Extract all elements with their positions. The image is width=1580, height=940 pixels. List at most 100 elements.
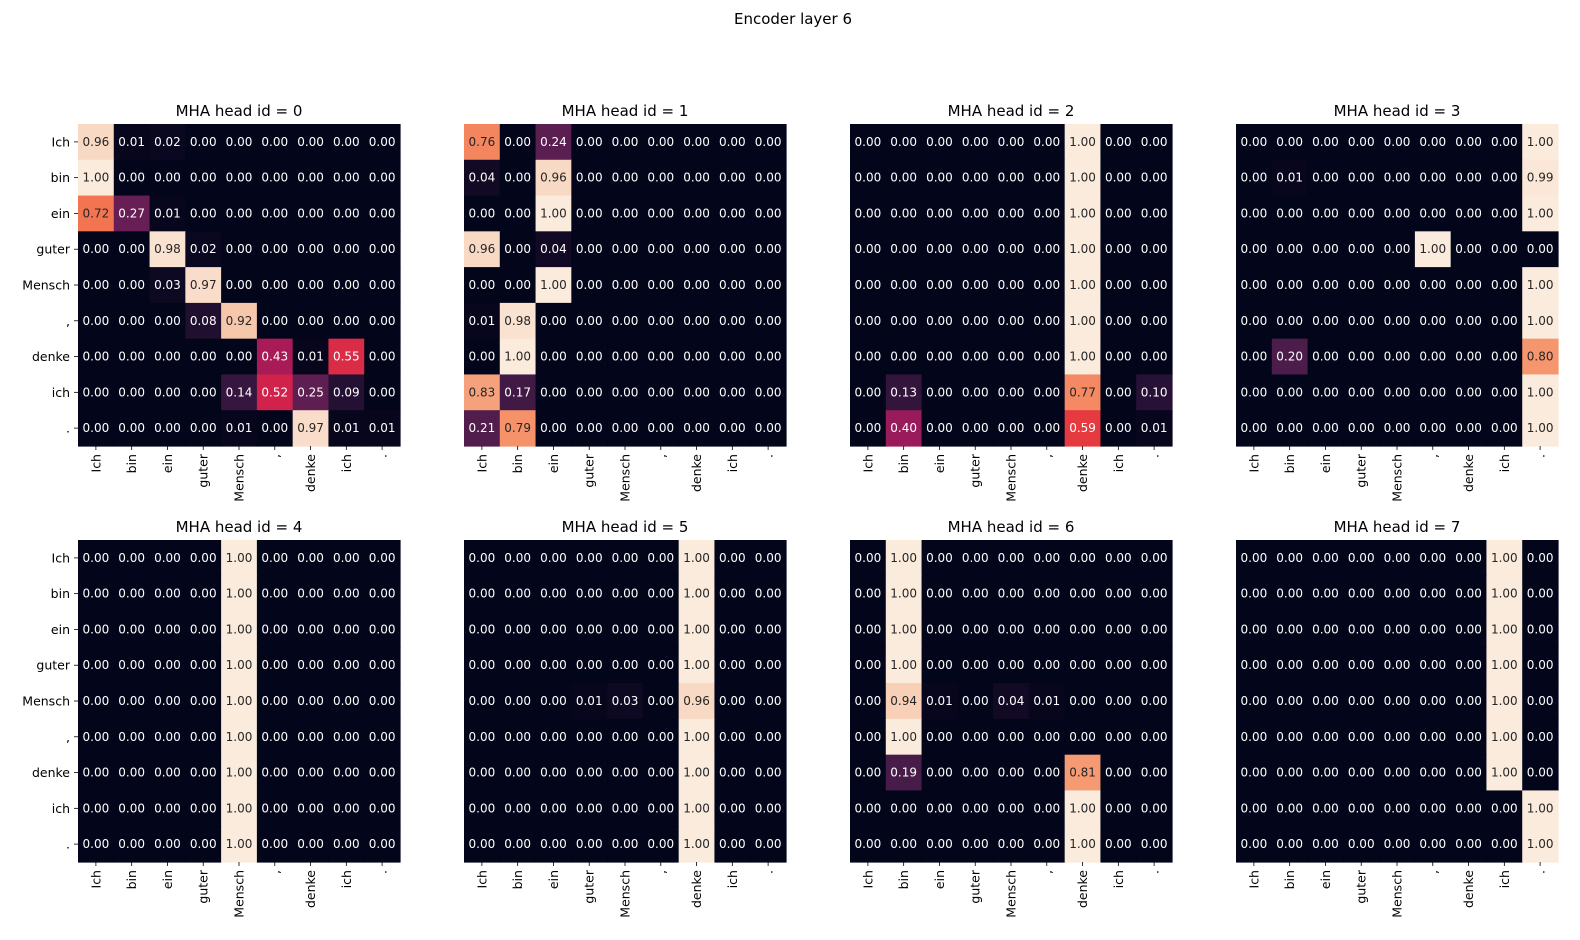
- cell-value-label: 0.01: [1141, 421, 1168, 435]
- heatmap-cell: [292, 826, 330, 863]
- heatmap-cell: [850, 683, 887, 720]
- cell-value-label: 0.14: [226, 385, 253, 399]
- cell-value-label: 0.02: [154, 135, 181, 149]
- cell-value-label: 0.00: [755, 658, 782, 672]
- cell-value-label: 0.00: [647, 801, 674, 815]
- heatmap-cell: [1136, 611, 1173, 648]
- heatmap-cell: [292, 683, 330, 720]
- heatmap-cell: [1450, 790, 1488, 827]
- cell-value-label: 1.00: [83, 171, 110, 185]
- cell-value-label: 0.00: [1384, 622, 1411, 636]
- cell-value-label: 0.00: [1491, 801, 1518, 815]
- cell-value-label: 0.00: [469, 622, 496, 636]
- heatmap-cell: [1100, 790, 1137, 827]
- x-tick-label: bin: [510, 870, 525, 889]
- cell-value-label: 0.00: [1348, 658, 1375, 672]
- heatmap-cell: [957, 159, 994, 197]
- heatmap-cell: [1271, 575, 1309, 613]
- cell-value-label: 0.00: [647, 385, 674, 399]
- cell-value-label: 0.00: [1419, 730, 1446, 744]
- heatmap-cell: [113, 611, 151, 648]
- cell-value-label: 0.00: [297, 694, 324, 708]
- cell-value-label: 0.83: [469, 385, 496, 399]
- heatmap-cell: [607, 124, 644, 161]
- cell-value-label: 0.00: [855, 730, 882, 744]
- heatmap-cell: [149, 124, 186, 161]
- heatmap-cell: [850, 611, 887, 648]
- cell-value-label: 1.00: [1527, 135, 1554, 149]
- cell-value-label: 0.00: [1033, 242, 1060, 256]
- x-tick-label: denke: [1075, 870, 1090, 908]
- heatmap-cell: [714, 826, 751, 863]
- cell-value-label: 0.00: [118, 171, 145, 185]
- heatmap-cell: [256, 647, 294, 684]
- cell-value-label: 0.00: [540, 385, 567, 399]
- cell-value-label: 0.00: [190, 385, 217, 399]
- cell-value-label: 0.00: [504, 171, 531, 185]
- heatmap-cell: [1271, 718, 1309, 756]
- heatmap-cell: [328, 575, 365, 613]
- heatmap-cell: [328, 611, 365, 648]
- heatmap-cell: [535, 683, 572, 720]
- cell-value-label: 0.00: [1455, 551, 1482, 565]
- cell-value-label: 0.00: [504, 551, 531, 565]
- heatmap-cell: [1028, 611, 1066, 648]
- cell-value-label: 0.00: [118, 837, 145, 851]
- x-tick-label: bin: [896, 454, 911, 473]
- y-tick-label: bin: [51, 586, 70, 601]
- cell-value-label: 0.00: [998, 385, 1025, 399]
- heatmap-cell: [678, 754, 716, 792]
- heatmap-cell: [571, 790, 608, 827]
- heatmap-cell: [993, 338, 1030, 376]
- heatmap-cell: [750, 575, 787, 613]
- heatmap-cell: [993, 683, 1030, 720]
- x-tick-label: denke: [1461, 454, 1476, 492]
- heatmap-cell: [1450, 267, 1488, 304]
- heatmap-cell: [885, 575, 923, 613]
- heatmap-cell: [921, 231, 958, 268]
- x-tick-label: .: [1147, 454, 1162, 458]
- heatmap-cell: [1414, 540, 1452, 577]
- cell-value-label: 0.96: [83, 135, 110, 149]
- y-tick-label: ich: [52, 385, 70, 400]
- cell-value-label: 0.00: [154, 171, 181, 185]
- heatmap-cell: [1236, 195, 1273, 232]
- x-tick-label: .: [1147, 870, 1162, 874]
- cell-value-label: 0.00: [1491, 171, 1518, 185]
- heatmap-cell: [957, 754, 994, 792]
- heatmap-cell: [1379, 683, 1416, 720]
- cell-value-label: 0.00: [1455, 730, 1482, 744]
- cell-value-label: 0.00: [261, 694, 288, 708]
- heatmap-cell: [750, 124, 787, 161]
- cell-value-label: 0.00: [540, 622, 567, 636]
- heatmap-cell: [1271, 159, 1309, 197]
- cell-value-label: 0.00: [962, 135, 989, 149]
- cell-value-label: 0.00: [890, 206, 917, 220]
- cell-value-label: 0.00: [1241, 801, 1268, 815]
- cell-value-label: 1.00: [1527, 314, 1554, 328]
- cell-value-label: 0.00: [855, 171, 882, 185]
- x-tick-label: ,: [1425, 454, 1440, 458]
- cell-value-label: 0.00: [504, 242, 531, 256]
- heatmap-cell: [850, 302, 887, 340]
- cell-value-label: 0.09: [333, 385, 360, 399]
- cell-value-label: 0.00: [1033, 314, 1060, 328]
- heatmap-cell: [714, 124, 751, 161]
- heatmap-cell: [642, 302, 680, 340]
- heatmap-cell: [364, 374, 401, 411]
- cell-value-label: 0.00: [261, 206, 288, 220]
- cell-value-label: 0.00: [926, 314, 953, 328]
- heatmap-cell: [921, 195, 958, 232]
- cell-value-label: 0.00: [333, 551, 360, 565]
- heatmap-cell: [957, 302, 994, 340]
- heatmap-cell: [1136, 159, 1173, 197]
- cell-value-label: 0.00: [719, 314, 746, 328]
- x-tick-label: Mensch: [232, 870, 247, 918]
- heatmap-cell: [850, 647, 887, 684]
- cell-value-label: 0.00: [1276, 278, 1303, 292]
- cell-value-label: 0.43: [261, 350, 288, 364]
- x-tick-label: guter: [1354, 869, 1369, 903]
- x-tick-label: bin: [1282, 454, 1297, 473]
- heatmap-cell: [499, 611, 537, 648]
- cell-value-label: 0.00: [855, 766, 882, 780]
